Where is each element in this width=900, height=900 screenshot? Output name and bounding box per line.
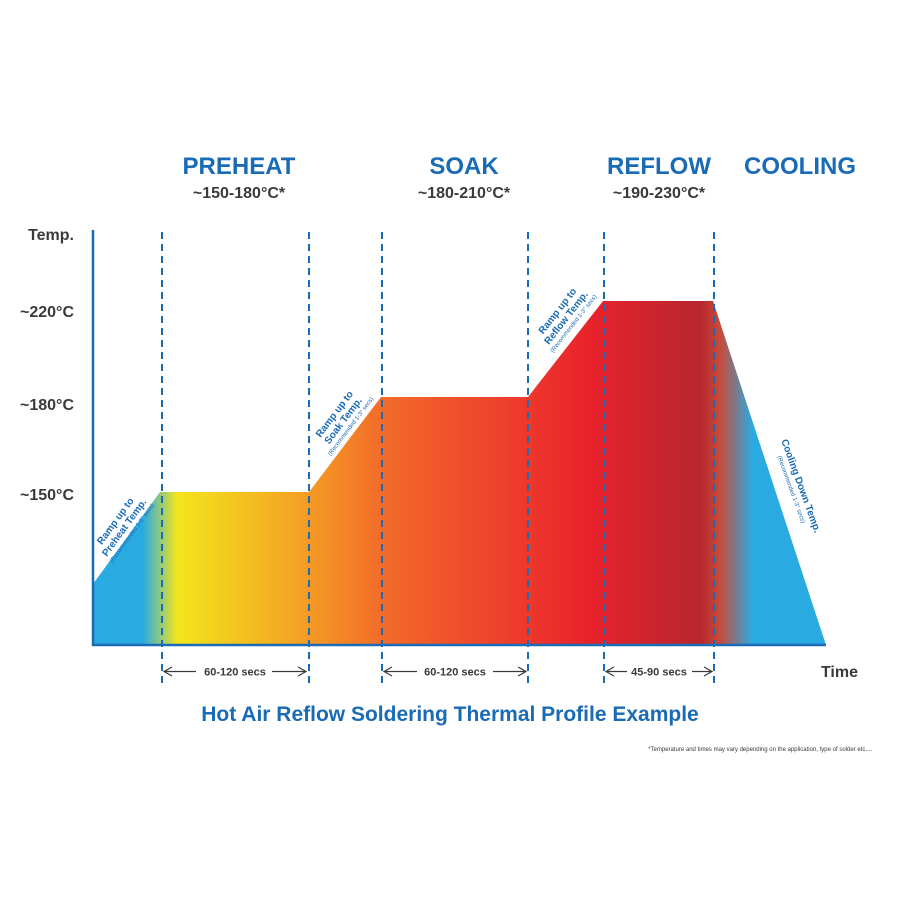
y-tick-label: ~220°C: [20, 304, 74, 321]
bracket-arrow: [162, 666, 308, 677]
stage-name-reflow: REFLOW: [607, 153, 711, 180]
stage-name-soak: SOAK: [429, 153, 499, 180]
x-axis-title: Time: [821, 664, 858, 681]
bracket-arrow: [604, 666, 714, 677]
duration-bracket-preheat: 60-120 secs: [162, 666, 308, 679]
y-tick-label: ~150°C: [20, 487, 74, 504]
stage-range-preheat: ~150-180°C*: [193, 185, 286, 202]
duration-label: 60-120 secs: [424, 667, 486, 679]
stage-boundaries: [161, 232, 715, 685]
duration-label: 60-120 secs: [204, 667, 266, 679]
stage-range-soak: ~180-210°C*: [418, 185, 511, 202]
chart-title: Hot Air Reflow Soldering Thermal Profile…: [201, 703, 698, 726]
duration-label: 45-90 secs: [631, 667, 687, 679]
duration-bracket-soak: 60-120 secs: [382, 666, 528, 679]
y-axis-title: Temp.: [28, 227, 74, 244]
y-tick-label: ~180°C: [20, 397, 74, 414]
stage-name-preheat: PREHEAT: [183, 153, 296, 180]
bracket-arrow: [382, 666, 528, 677]
thermal-profile-area: [93, 301, 826, 645]
duration-bracket-reflow: 45-90 secs: [604, 666, 714, 679]
footnote: *Temperature and times may vary dependin…: [648, 747, 872, 753]
stage-name-cooling: COOLING: [744, 153, 856, 180]
stage-range-reflow: ~190-230°C*: [613, 185, 706, 202]
